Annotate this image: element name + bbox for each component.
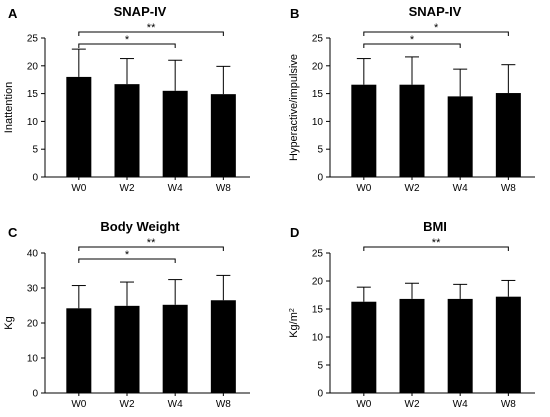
y-tick-label: 10 [27, 117, 39, 128]
x-tick-label-w4: W4 [453, 183, 468, 194]
significance-bracket-0 [363, 246, 509, 251]
significance-bracket-0 [363, 43, 461, 48]
y-tick-label: 15 [312, 305, 324, 316]
y-tick-label: 30 [27, 284, 39, 295]
significance-label-0: ** [432, 237, 441, 249]
y-tick-label: 10 [312, 333, 324, 344]
y-tick-label: 5 [32, 145, 38, 156]
y-tick-label: 20 [27, 61, 39, 72]
panel-letter: A [8, 6, 18, 21]
panel-letter: D [290, 225, 299, 240]
significance-label-1: ** [147, 22, 156, 34]
panel-letter: B [290, 6, 299, 21]
chart-panel-d: D BMI 0 5 10 15 20 25 Kg/m2 W0 W2 W4 W8 ** [288, 219, 535, 410]
chart-title: BMI [423, 219, 447, 234]
significance-bracket-1 [78, 246, 224, 251]
significance-label-0: * [125, 249, 130, 261]
significance-bracket-0 [78, 43, 176, 48]
bar-w4 [162, 90, 188, 177]
bar-w0 [66, 76, 92, 177]
bar-w0 [351, 301, 377, 393]
y-axis-label: Hyperactive/impulsive [288, 54, 300, 161]
x-tick-label-w2: W2 [120, 399, 135, 410]
x-tick-label-w2: W2 [120, 183, 135, 194]
significance-label-1: ** [147, 237, 156, 249]
x-tick-label-w0: W0 [71, 399, 86, 410]
x-tick-label-w8: W8 [216, 183, 231, 194]
x-tick-label-w0: W0 [356, 399, 371, 410]
y-axis-label: Kg [3, 316, 15, 329]
bar-w4 [162, 304, 188, 393]
x-tick-label-w4: W4 [168, 183, 183, 194]
y-tick-label: 15 [312, 89, 324, 100]
x-tick-label-w0: W0 [71, 183, 86, 194]
bar-w4 [447, 298, 473, 393]
y-tick-label: 0 [32, 173, 38, 184]
x-tick-label-w8: W8 [501, 183, 516, 194]
chart-title: SNAP-IV [409, 4, 462, 19]
y-tick-label: 20 [312, 61, 324, 72]
bar-w2 [399, 298, 425, 393]
y-tick-label: 20 [27, 319, 39, 330]
significance-bracket-1 [363, 31, 509, 36]
y-axis-label: Kg/m2 [288, 308, 300, 338]
y-tick-label: 0 [317, 389, 323, 400]
significance-label-0: * [125, 34, 130, 46]
y-tick-label: 0 [317, 173, 323, 184]
y-axis-label-superscript: 2 [289, 308, 296, 312]
y-tick-label: 0 [32, 389, 38, 400]
bar-w8 [495, 93, 521, 177]
bar-w8 [210, 300, 236, 393]
x-tick-label-w0: W0 [356, 183, 371, 194]
y-tick-label: 5 [317, 145, 323, 156]
bar-w4 [447, 96, 473, 177]
bar-w8 [210, 94, 236, 177]
y-tick-label: 25 [312, 34, 324, 45]
bar-w0 [351, 84, 377, 177]
x-tick-label-w4: W4 [453, 399, 468, 410]
x-tick-label-w4: W4 [168, 399, 183, 410]
panel-letter: C [8, 225, 18, 240]
x-tick-label-w8: W8 [501, 399, 516, 410]
x-tick-label-w2: W2 [405, 183, 420, 194]
y-tick-label: 10 [312, 117, 324, 128]
significance-bracket-1 [78, 31, 224, 36]
bar-w2 [114, 305, 140, 393]
y-axis-label: Inattention [3, 82, 15, 133]
y-tick-label: 10 [27, 354, 39, 365]
bar-w2 [399, 84, 425, 177]
y-tick-label: 25 [312, 249, 324, 260]
significance-label-1: * [434, 22, 439, 34]
y-tick-label: 40 [27, 249, 39, 260]
y-tick-label: 25 [27, 34, 39, 45]
significance-bracket-0 [78, 258, 176, 263]
x-tick-label-w8: W8 [216, 399, 231, 410]
chart-title: SNAP-IV [114, 4, 167, 19]
bar-w8 [495, 296, 521, 393]
x-tick-label-w2: W2 [405, 399, 420, 410]
y-tick-label: 5 [317, 361, 323, 372]
chart-title: Body Weight [100, 219, 180, 234]
significance-label-0: * [410, 34, 415, 46]
chart-panel-b: B SNAP-IV 0 5 10 15 20 25 Hyperactive/impulsive W… [288, 4, 535, 194]
y-tick-label: 15 [27, 89, 39, 100]
y-tick-label: 20 [312, 277, 324, 288]
bar-w2 [114, 84, 140, 177]
bar-w0 [66, 308, 92, 393]
